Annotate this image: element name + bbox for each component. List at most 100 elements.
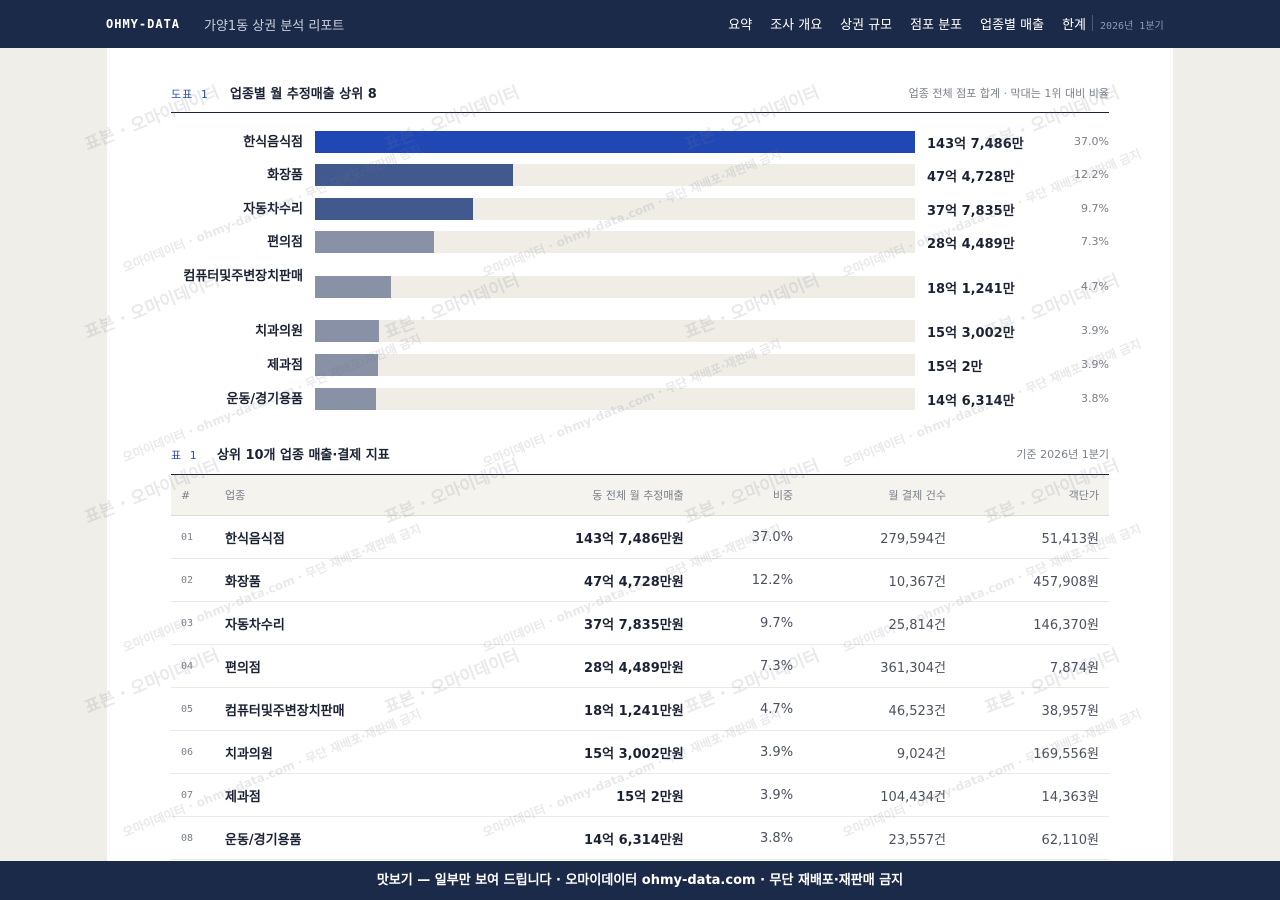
table-tag: 표 1 — [171, 449, 198, 462]
table-row: 03 자동차수리 37억 7,835만원 9.7% 25,814건 146,370원 — [171, 601, 1109, 645]
table-title: 상위 10개 업종 매출·결제 지표 — [217, 448, 390, 463]
bar-category-label: 운동/경기용품 — [226, 392, 303, 407]
row-payment-count: 10,367건 — [803, 558, 956, 602]
nav-item-overview[interactable]: 조사 개요 — [770, 18, 823, 33]
col-share: 비중 — [693, 475, 804, 516]
nav-item-sales-by-industry[interactable]: 업종별 매출 — [980, 18, 1045, 33]
row-payment-count: 25,814건 — [803, 601, 956, 645]
bar-category-label: 컴퓨터및주변장치판매 — [183, 269, 303, 284]
row-payment-count: 279,594건 — [803, 515, 956, 559]
bar-share-label: 37.0% — [1074, 135, 1109, 148]
row-monthly-sales: 18억 1,241만원 — [464, 687, 694, 731]
nav-item-market-size[interactable]: 상권 규모 — [840, 18, 893, 33]
row-rank: 01 — [171, 515, 215, 559]
bar-track — [315, 131, 915, 153]
bar-track — [315, 320, 915, 342]
row-rank: 02 — [171, 558, 215, 602]
bar-value-label: 15억 2만 — [927, 360, 983, 375]
row-industry: 한식음식점 — [215, 515, 465, 559]
col-avg-ticket: 객단가 — [956, 475, 1109, 516]
row-share: 3.9% — [693, 730, 804, 774]
bar-category-label: 화장품 — [267, 168, 303, 183]
row-monthly-sales: 47억 4,728만원 — [464, 558, 694, 602]
row-rank: 07 — [171, 773, 215, 817]
col-rank: # — [171, 475, 215, 516]
chart-section-header: 도표 1 업종별 월 추정매출 상위 8 업종 전체 점포 합계 · 막대는 1… — [171, 83, 1109, 103]
row-industry: 자동차수리 — [215, 601, 465, 645]
row-rank: 03 — [171, 601, 215, 645]
bar — [315, 276, 391, 298]
nav-item-summary[interactable]: 요약 — [728, 18, 753, 33]
bar-track — [315, 388, 915, 410]
row-industry: 화장품 — [215, 558, 465, 602]
row-share: 3.8% — [693, 816, 804, 860]
report-sheet: 도표 1 업종별 월 추정매출 상위 8 업종 전체 점포 합계 · 막대는 1… — [107, 48, 1173, 861]
bar-track — [315, 354, 915, 376]
bar-track — [315, 198, 915, 220]
bar-share-label: 3.9% — [1081, 324, 1109, 337]
sales-metrics-table: # 업종 동 전체 월 추정매출 비중 월 결제 건수 객단가 01 한식음식점 1… — [171, 475, 1109, 860]
top-navigation-bar: OHMY-DATA 가양1동 상권 분석 리포트 요약 조사 개요 상권 규모 … — [0, 0, 1280, 48]
col-monthly-sales: 동 전체 월 추정매출 — [464, 475, 694, 516]
bar-share-label: 7.3% — [1081, 235, 1109, 248]
bar — [315, 164, 513, 186]
col-industry: 업종 — [215, 475, 465, 516]
row-share: 37.0% — [693, 515, 804, 559]
bar — [315, 354, 378, 376]
chart-tag: 도표 1 — [171, 88, 209, 101]
bar-track — [315, 276, 915, 298]
bar-value-label: 143억 7,486만 — [927, 137, 1024, 152]
chart-top-rule — [171, 112, 1109, 113]
bar-category-label: 편의점 — [267, 235, 303, 250]
row-industry: 치과의원 — [215, 730, 465, 774]
row-share: 12.2% — [693, 558, 804, 602]
table-row: 05 컴퓨터및주변장치판매 18억 1,241만원 4.7% 46,523건 38,957… — [171, 687, 1109, 731]
row-share: 3.9% — [693, 773, 804, 817]
bar-share-label: 3.9% — [1081, 358, 1109, 371]
bar-share-label: 12.2% — [1074, 168, 1109, 181]
period-label: 2026년 1분기 — [1100, 21, 1164, 32]
row-monthly-sales: 15억 2만원 — [464, 773, 694, 817]
bar — [315, 131, 915, 153]
row-rank: 05 — [171, 687, 215, 731]
bar-track — [315, 164, 915, 186]
brand-logo[interactable]: OHMY-DATA — [106, 17, 181, 31]
row-payment-count: 23,557건 — [803, 816, 956, 860]
bar-share-label: 9.7% — [1081, 202, 1109, 215]
row-avg-ticket: 38,957원 — [956, 687, 1109, 731]
bar-track — [315, 231, 915, 253]
row-share: 7.3% — [693, 644, 804, 688]
row-rank: 08 — [171, 816, 215, 860]
bar-category-label: 치과의원 — [255, 324, 303, 339]
row-avg-ticket: 169,556원 — [956, 730, 1109, 774]
row-payment-count: 361,304건 — [803, 644, 956, 688]
table-note: 기준 2026년 1분기 — [1016, 448, 1109, 461]
bar-category-label: 한식음식점 — [243, 135, 303, 150]
row-avg-ticket: 7,874원 — [956, 644, 1109, 688]
row-payment-count: 104,434건 — [803, 773, 956, 817]
bar — [315, 320, 379, 342]
bar — [315, 231, 434, 253]
row-monthly-sales: 14억 6,314만원 — [464, 816, 694, 860]
row-share: 4.7% — [693, 687, 804, 731]
table-row: 04 편의점 28억 4,489만원 7.3% 361,304건 7,874원 — [171, 644, 1109, 688]
row-industry: 편의점 — [215, 644, 465, 688]
row-avg-ticket: 14,363원 — [956, 773, 1109, 817]
bar-value-label: 18억 1,241만 — [927, 282, 1015, 297]
row-industry: 운동/경기용품 — [215, 816, 465, 860]
bar-category-label: 제과점 — [267, 358, 303, 373]
table-row: 06 치과의원 15억 3,002만원 3.9% 9,024건 169,556원 — [171, 730, 1109, 774]
nav-item-limitations[interactable]: 한계 — [1062, 18, 1086, 33]
row-monthly-sales: 37억 7,835만원 — [464, 601, 694, 645]
preview-notice-bar: 맛보기 — 일부만 보여 드립니다 · 오마이데이터 ohmy-data.com… — [0, 861, 1280, 900]
chart-note: 업종 전체 점포 합계 · 막대는 1위 대비 비율 — [908, 87, 1109, 100]
table-row: 02 화장품 47억 4,728만원 12.2% 10,367건 457,908원 — [171, 558, 1109, 602]
nav-item-store-distribution[interactable]: 점포 분포 — [910, 18, 963, 33]
bar — [315, 198, 473, 220]
col-payment-count: 월 결제 건수 — [803, 475, 956, 516]
row-industry: 제과점 — [215, 773, 465, 817]
bar-value-label: 14억 6,314만 — [927, 394, 1015, 409]
row-avg-ticket: 62,110원 — [956, 816, 1109, 860]
row-rank: 06 — [171, 730, 215, 774]
row-avg-ticket: 51,413원 — [956, 515, 1109, 559]
